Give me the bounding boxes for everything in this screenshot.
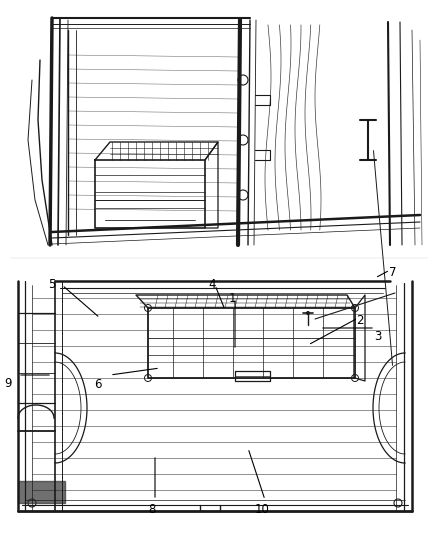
Text: 2: 2	[356, 314, 364, 327]
Text: 7: 7	[389, 266, 397, 279]
Text: 1: 1	[228, 292, 236, 305]
Circle shape	[306, 311, 310, 315]
Polygon shape	[18, 481, 65, 503]
Text: 3: 3	[374, 330, 381, 343]
Text: 4: 4	[208, 278, 216, 291]
Text: 8: 8	[148, 503, 155, 516]
Text: 5: 5	[48, 278, 56, 291]
Text: 6: 6	[94, 378, 102, 391]
Text: 9: 9	[4, 377, 12, 390]
Text: 10: 10	[254, 503, 269, 516]
